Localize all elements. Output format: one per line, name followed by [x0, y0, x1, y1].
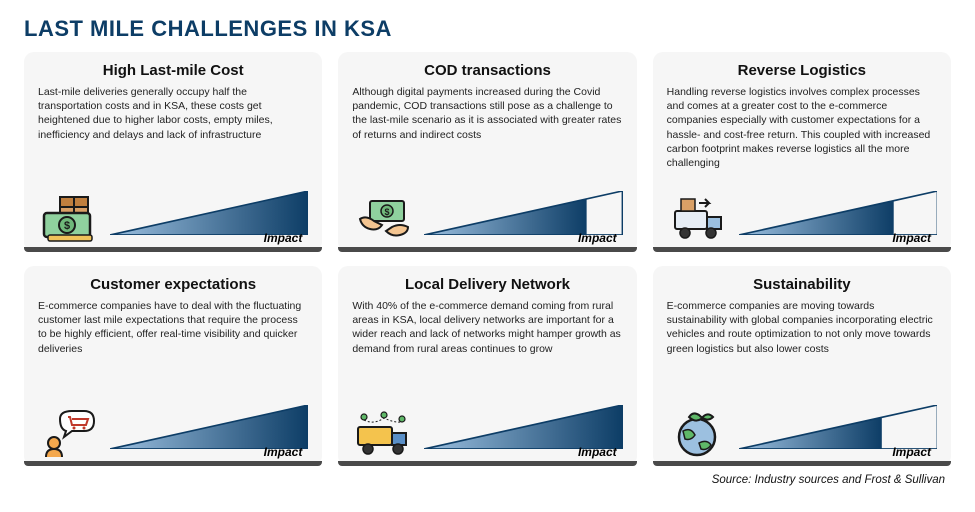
reverse-truck-icon — [667, 191, 731, 243]
money-box-icon — [38, 191, 102, 243]
card-bottom-row: Impact — [352, 179, 622, 243]
cod-hands-icon — [352, 191, 416, 243]
card-body: Handling reverse logistics involves comp… — [667, 85, 937, 175]
challenge-card: Customer expectations E-commerce companie… — [24, 266, 322, 466]
card-body: E-commerce companies have to deal with t… — [38, 299, 308, 389]
card-footer-bar — [653, 247, 951, 252]
impact-triangle: Impact — [739, 191, 937, 243]
impact-label: Impact — [578, 445, 617, 459]
impact-triangle: Impact — [424, 191, 622, 243]
card-title: COD transactions — [352, 62, 622, 79]
challenge-card: High Last-mile Cost Last-mile deliveries … — [24, 52, 322, 252]
impact-triangle: Impact — [424, 405, 622, 457]
card-bottom-row: Impact — [38, 393, 308, 457]
impact-triangle: Impact — [110, 405, 308, 457]
card-footer-bar — [653, 461, 951, 466]
card-footer-bar — [338, 247, 636, 252]
card-body: With 40% of the e-commerce demand coming… — [352, 299, 622, 389]
card-bottom-row: Impact — [667, 179, 937, 243]
cards-grid: High Last-mile Cost Last-mile deliveries … — [24, 52, 951, 466]
impact-label: Impact — [264, 445, 303, 459]
impact-label: Impact — [578, 231, 617, 245]
challenge-card: Sustainability E-commerce companies are m… — [653, 266, 951, 466]
card-footer-bar — [338, 461, 636, 466]
impact-triangle: Impact — [739, 405, 937, 457]
card-title: Local Delivery Network — [352, 276, 622, 293]
card-body: Last-mile deliveries generally occupy ha… — [38, 85, 308, 175]
challenge-card: Reverse Logistics Handling reverse logist… — [653, 52, 951, 252]
impact-label: Impact — [264, 231, 303, 245]
source-line: Source: Industry sources and Frost & Sul… — [24, 474, 951, 486]
impact-triangle: Impact — [110, 191, 308, 243]
challenge-card: COD transactions Although digital payment… — [338, 52, 636, 252]
page-title: LAST MILE CHALLENGES IN KSA — [24, 16, 951, 42]
card-body: Although digital payments increased duri… — [352, 85, 622, 175]
card-footer-bar — [24, 247, 322, 252]
card-title: Reverse Logistics — [667, 62, 937, 79]
green-globe-icon — [667, 405, 731, 457]
card-bottom-row: Impact — [352, 393, 622, 457]
card-title: Customer expectations — [38, 276, 308, 293]
card-body: E-commerce companies are moving towards … — [667, 299, 937, 389]
impact-label: Impact — [892, 445, 931, 459]
impact-label: Impact — [892, 231, 931, 245]
challenge-card: Local Delivery Network With 40% of the e-… — [338, 266, 636, 466]
card-title: High Last-mile Cost — [38, 62, 308, 79]
customer-cart-icon — [38, 405, 102, 457]
card-bottom-row: Impact — [667, 393, 937, 457]
delivery-truck-icon — [352, 405, 416, 457]
card-title: Sustainability — [667, 276, 937, 293]
card-bottom-row: Impact — [38, 179, 308, 243]
card-footer-bar — [24, 461, 322, 466]
